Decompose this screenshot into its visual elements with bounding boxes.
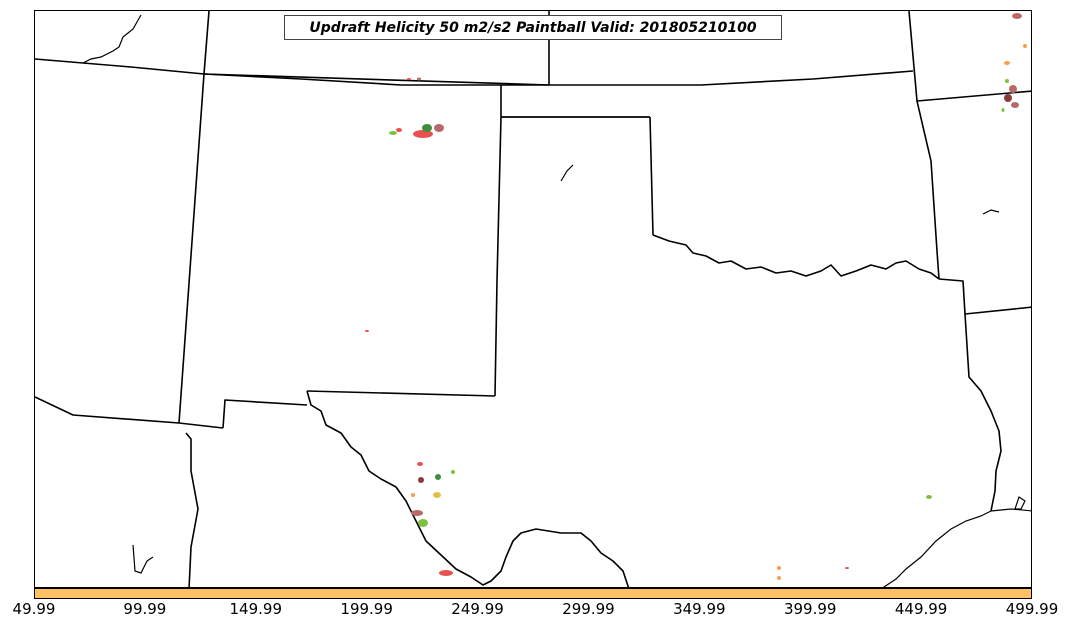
reservoir-arkansas xyxy=(982,209,1000,215)
paintball-blob xyxy=(418,519,428,527)
colorbar-tick-label: 349.99 xyxy=(673,600,726,618)
paintball-blob xyxy=(845,567,849,569)
paintball-blob xyxy=(422,124,432,132)
colorbar-tick-label: 299.99 xyxy=(562,600,615,618)
paintball-blob xyxy=(1011,102,1019,108)
paintball-blob xyxy=(451,470,455,474)
paintball-blob xyxy=(1004,61,1010,65)
state-border-kansas-east xyxy=(649,116,654,236)
lake-sabine xyxy=(1014,496,1026,510)
paintball-blob xyxy=(389,131,397,135)
state-border-missouri-east xyxy=(916,100,940,280)
colorbar-tick-label: 399.99 xyxy=(783,600,837,618)
colorbar xyxy=(34,588,1032,599)
state-border-arkansas xyxy=(938,278,1031,315)
paintball-blob xyxy=(411,510,423,516)
colorbar-tick-label: 499.99 xyxy=(1005,600,1059,618)
reservoir-kansas xyxy=(560,164,574,182)
paintball-blob xyxy=(439,570,453,576)
colorbar-tick-label: 49.99 xyxy=(12,600,56,618)
paintball-blob xyxy=(1009,85,1017,93)
colorbar-tick-label: 199.99 xyxy=(340,600,393,618)
paintball-blob xyxy=(418,477,424,483)
paintball-blob xyxy=(365,330,369,332)
rio-grande-border xyxy=(306,390,630,587)
gulf-coastline xyxy=(882,510,992,587)
map-canvas xyxy=(35,11,1031,587)
paintball-blob xyxy=(926,495,932,499)
great-salt-lake xyxy=(82,14,142,64)
colorbar-tick-label: 249.99 xyxy=(451,600,504,618)
paintball-blob xyxy=(1023,44,1027,48)
paintball-blob xyxy=(435,474,441,480)
state-border-colorado-east xyxy=(494,116,502,397)
paintball-blob xyxy=(407,78,411,80)
state-border-nm-az xyxy=(35,396,224,429)
paintball-blob xyxy=(434,124,444,132)
state-border-nm-south xyxy=(222,399,308,429)
paintball-blob xyxy=(1012,13,1022,19)
paintball-blob xyxy=(777,566,781,570)
colorbar-tick-label: 149.99 xyxy=(229,600,283,618)
colorbar-tick-label: 449.99 xyxy=(894,600,948,618)
texas-east-border xyxy=(964,313,1002,512)
state-border-nm-north xyxy=(203,73,550,86)
state-border-az-mexico xyxy=(185,432,199,587)
paintball-blob xyxy=(777,576,781,580)
paintball-blob xyxy=(413,130,433,138)
red-river-border xyxy=(652,234,940,280)
paintball-blob xyxy=(417,462,423,466)
paintball-blob xyxy=(1001,108,1005,112)
colorbar-tick-label: 99.99 xyxy=(123,600,167,618)
map-panel xyxy=(34,10,1032,588)
gulf-coast-east xyxy=(990,508,1031,512)
paintball-blob xyxy=(1004,94,1012,102)
reservoir-arizona xyxy=(132,544,154,574)
paintball-cells xyxy=(365,13,1027,580)
state-border-panhandle xyxy=(306,390,496,397)
state-border-utah-idaho xyxy=(35,58,205,75)
paintball-blob xyxy=(411,493,415,497)
paintball-blob xyxy=(1005,79,1009,83)
paintball-blob xyxy=(417,77,421,81)
map-title: Updraft Helicity 50 m2/s2 Paintball Vali… xyxy=(284,15,782,40)
paintball-blob xyxy=(396,128,402,132)
paintball-blob xyxy=(433,492,441,498)
